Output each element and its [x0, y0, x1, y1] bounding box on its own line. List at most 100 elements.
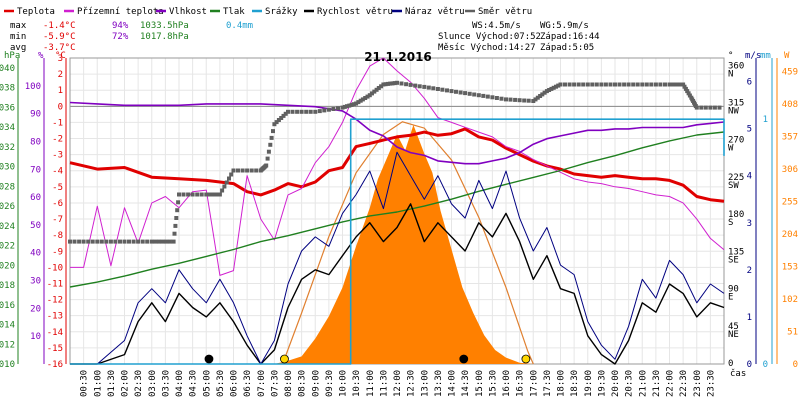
wind-dir-point: [272, 122, 277, 127]
wind-dir-point: [388, 81, 393, 86]
time-tick: 06:30: [243, 370, 253, 397]
time-tick: 03:00: [148, 370, 158, 397]
time-tick: 14:00: [448, 370, 458, 397]
legend-label: Vlhkost: [169, 7, 207, 17]
wind-dir-point: [174, 216, 179, 220]
time-tick: 23:00: [693, 370, 703, 397]
deg-tick: 270: [728, 136, 744, 146]
hpa-tick: 1022: [0, 242, 15, 252]
temp-tick: 3: [58, 54, 63, 64]
info-sun-set: Západ:16:44: [540, 32, 600, 42]
wind-dir-point: [517, 98, 522, 103]
time-tick: 19:00: [584, 370, 594, 397]
time-tick: 21:00: [638, 370, 648, 397]
wind-dir-point: [667, 82, 672, 87]
wind-dir-point: [390, 81, 395, 86]
wind-dir-point: [266, 149, 271, 154]
marker-moonrise: [459, 354, 469, 364]
legend-label: Tlak: [223, 7, 245, 17]
wind-dir-point: [317, 109, 322, 114]
series-rychlost-v-tru: [70, 203, 725, 365]
time-tick: 08:30: [298, 370, 308, 397]
pct-tick: 50: [30, 221, 41, 231]
wind-dir-point: [603, 82, 608, 87]
wind-dir-point: [231, 168, 236, 173]
wind-dir-point: [504, 97, 508, 102]
wind-dir-point: [385, 81, 390, 86]
temp-tick: 2: [58, 70, 63, 80]
wind-dir-point: [295, 109, 300, 114]
stat-avg-temp: -3.7°C: [43, 43, 76, 53]
wind-dir-point: [499, 96, 504, 101]
wind-dir-point: [549, 86, 554, 91]
wind-dir-point: [622, 82, 627, 87]
wind-dir-point: [363, 96, 368, 100]
deg-tick: 315: [728, 98, 744, 108]
stat-min-hum: 72%: [112, 32, 129, 42]
info-moon-rise: Měsíc Východ:14:27: [438, 43, 536, 53]
wind-dir-point: [271, 129, 275, 134]
wind-dir-point: [108, 239, 113, 244]
time-tick: 00:30: [80, 370, 90, 397]
wind-dir-point: [206, 192, 211, 197]
wind-dir-point: [581, 82, 586, 87]
wind-dir-point: [392, 81, 397, 86]
time-tick: 08:00: [284, 370, 294, 397]
deg-dir: W: [728, 144, 734, 154]
wind-dir-point: [490, 95, 495, 100]
pct-tick: 90: [30, 110, 41, 120]
deg-dir: N: [728, 69, 733, 79]
wind-dir-point: [215, 192, 220, 197]
wind-dir-point: [422, 84, 427, 89]
wind-dir-point: [663, 82, 667, 87]
time-tick: 01:00: [93, 370, 103, 397]
hpa-tick: 1030: [0, 163, 15, 173]
wind-dir-point: [211, 192, 216, 197]
wind-dir-point: [283, 111, 288, 116]
pct-tick: 100: [25, 82, 41, 92]
wind-dir-point: [195, 192, 200, 197]
ms-tick: 0: [747, 360, 752, 370]
axes: 1040103810361034103210301028102610241022…: [0, 51, 798, 397]
hpa-tick: 1032: [0, 143, 15, 153]
time-tick: 20:00: [611, 370, 621, 397]
wind-dir-point: [417, 84, 422, 89]
solar-series: [70, 121, 724, 365]
wind-dir-point: [322, 108, 327, 113]
wind-dir-point: [118, 239, 122, 244]
series-solar-max: [282, 121, 534, 365]
wind-dir-point: [694, 105, 699, 110]
temp-tick: -6: [52, 199, 63, 209]
ms-tick: 5: [747, 125, 752, 135]
wind-dir-point: [381, 82, 386, 87]
temp-tick: -11: [47, 279, 63, 289]
time-tick: 20:30: [625, 370, 635, 397]
time-tick: 11:00: [366, 370, 376, 397]
wind-dir-point: [356, 100, 361, 105]
wind-dir-point: [445, 88, 449, 93]
temp-tick: -13: [47, 312, 63, 322]
wind-dir-point: [613, 82, 617, 87]
pct-tick: 70: [30, 165, 41, 175]
ms-tick: 2: [747, 266, 752, 276]
temp-tick: -14: [47, 328, 63, 338]
wind-dir-point: [558, 82, 563, 87]
wind-dir-point: [678, 82, 683, 87]
temp-tick: -8: [52, 231, 63, 241]
wind-dir-point: [653, 82, 658, 87]
wind-dir-point: [160, 239, 165, 244]
wind-dir-point: [336, 106, 340, 111]
temp-tick: -15: [47, 344, 63, 354]
ms-tick: 6: [747, 78, 752, 88]
temp-tick: -1: [52, 118, 63, 128]
time-tick: 04:30: [189, 370, 199, 397]
wind-dir-point: [594, 82, 599, 87]
wm2-tick: 51: [787, 327, 798, 337]
stat-min-temp: -5.9°C: [43, 32, 76, 42]
wind-dir-point: [176, 200, 181, 205]
time-tick: 17:00: [529, 370, 539, 397]
time-tick: 07:00: [257, 370, 267, 397]
deg-dir: E: [728, 293, 733, 303]
wind-dir-point: [556, 83, 561, 88]
